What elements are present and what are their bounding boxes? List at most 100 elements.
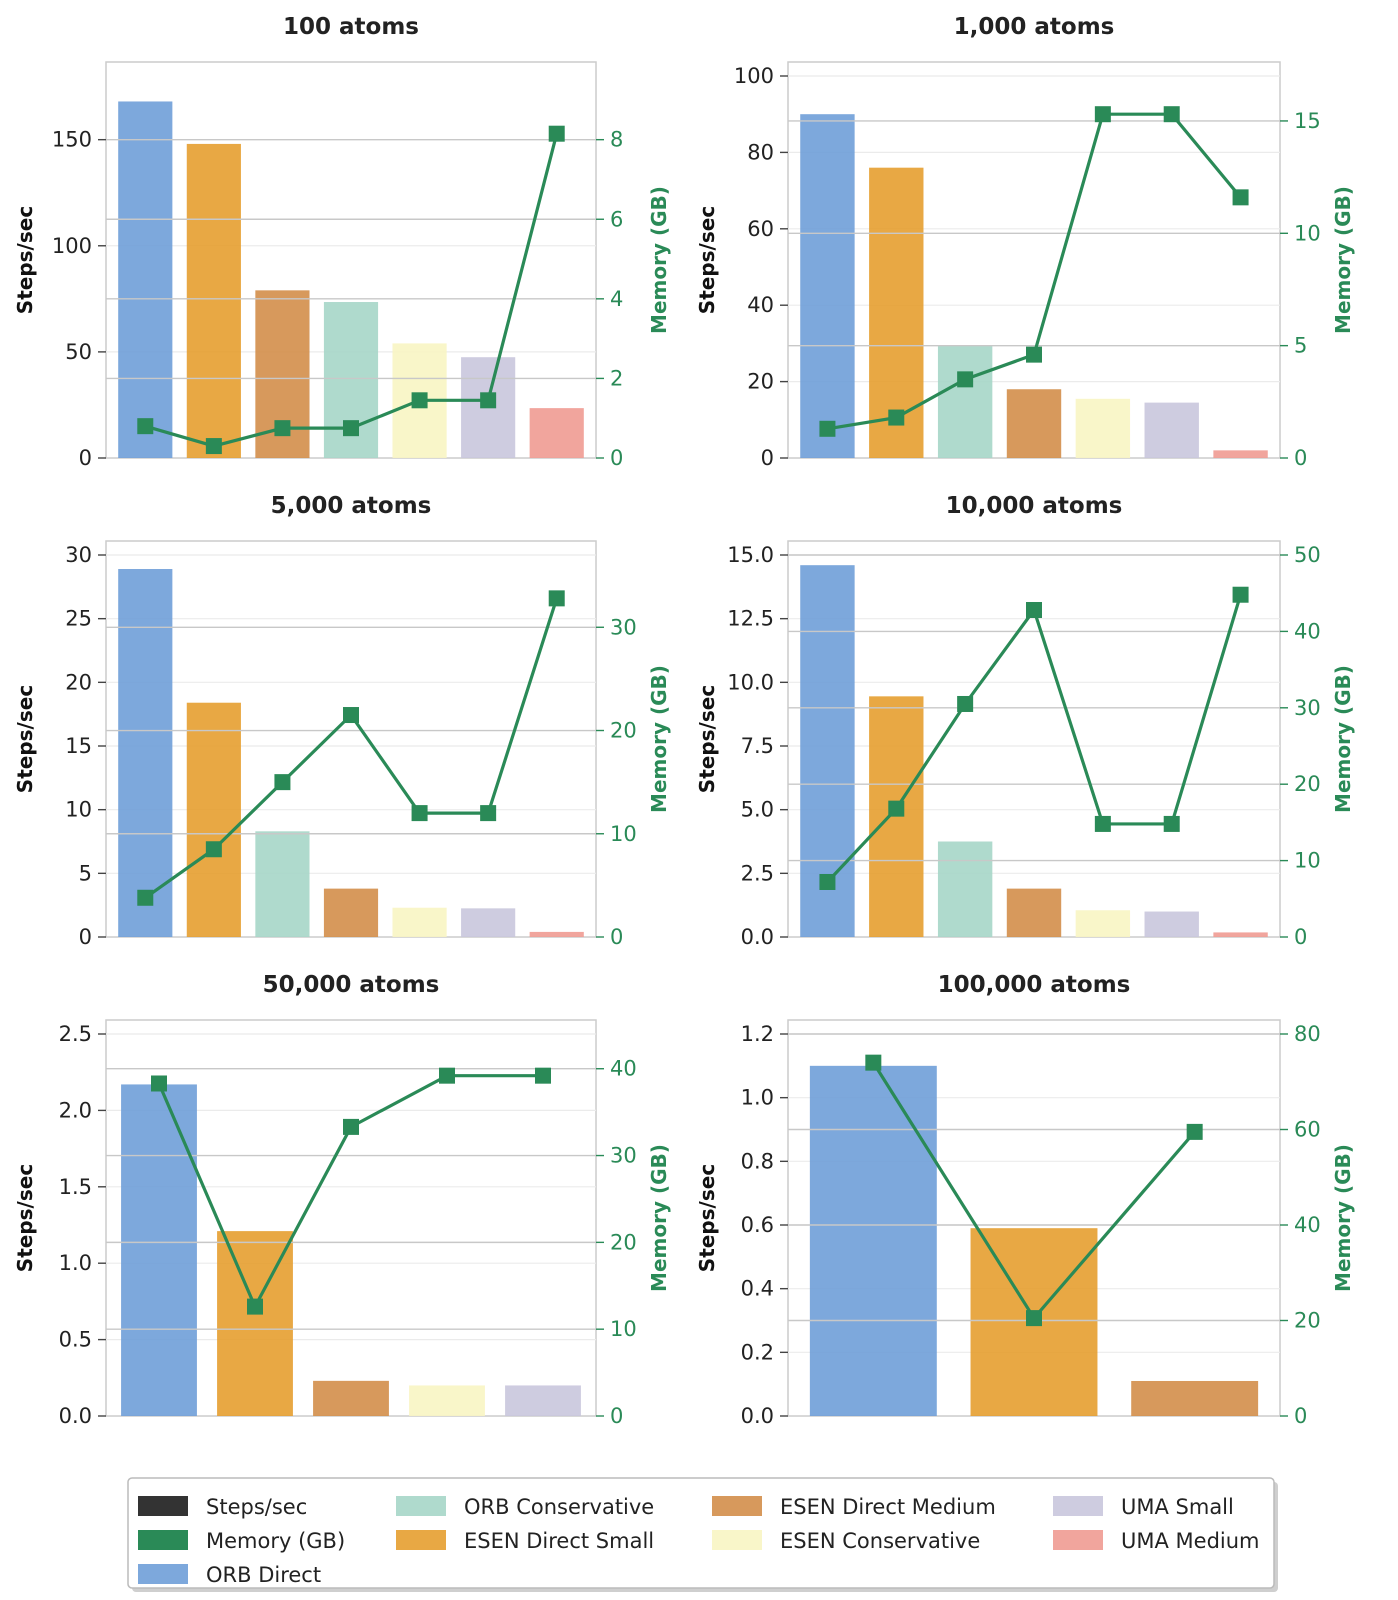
y-tick-label: 0.4 bbox=[741, 1277, 774, 1301]
y-tick-label: 2.5 bbox=[741, 861, 774, 885]
memory-marker bbox=[1026, 1310, 1042, 1327]
bar-esen-direct-small bbox=[186, 702, 241, 937]
y-axis-label: Steps/sec bbox=[13, 206, 37, 314]
y-tick-label: 1.0 bbox=[741, 1086, 774, 1110]
y2-tick-label: 20 bbox=[1294, 772, 1321, 796]
y-tick-label: 20 bbox=[65, 670, 92, 694]
memory-marker bbox=[480, 805, 497, 822]
y-tick-label: 1.2 bbox=[741, 1022, 774, 1046]
memory-marker bbox=[247, 1298, 263, 1315]
memory-marker bbox=[1163, 106, 1180, 123]
y-axis-label: Steps/sec bbox=[695, 1164, 719, 1272]
y2-tick-label: 20 bbox=[1294, 1309, 1321, 1333]
memory-marker bbox=[865, 1054, 882, 1071]
bar-esen-direct-medium bbox=[313, 1380, 389, 1416]
y2-tick-label: 2 bbox=[610, 366, 623, 390]
legend-label: Memory (GB) bbox=[206, 1529, 345, 1553]
y-tick-label: 0 bbox=[761, 446, 774, 470]
memory-marker bbox=[1163, 815, 1180, 832]
memory-marker bbox=[957, 371, 974, 388]
y2-tick-label: 0 bbox=[1294, 925, 1307, 949]
y-tick-label: 0.0 bbox=[741, 1404, 774, 1428]
chart-panel-1: 0 50 100 150 0 2 4 6 8 100 atoms Steps/sec Memory (… bbox=[13, 14, 671, 470]
legend-swatch bbox=[1053, 1496, 1103, 1516]
y-tick-label: 0.5 bbox=[59, 1328, 92, 1352]
y2-tick-label: 8 bbox=[610, 128, 623, 152]
memory-marker bbox=[1026, 602, 1042, 619]
bar-esen-direct-small bbox=[869, 696, 924, 937]
bar-esen-conservative bbox=[1075, 910, 1131, 937]
y-tick-label: 2.0 bbox=[59, 1098, 92, 1122]
bar-uma-medium bbox=[529, 408, 584, 458]
chart-panel-5: 0.0 0.5 1.0 1.5 2.0 2.5 0 10 20 30 40 50,000 atoms S… bbox=[13, 972, 671, 1428]
y2-tick-label: 6 bbox=[610, 207, 623, 231]
panel-title: 100 atoms bbox=[283, 14, 419, 40]
y2-tick-label: 5 bbox=[1294, 334, 1307, 358]
bar-orb-direct bbox=[800, 114, 855, 458]
bar-esen-conservative bbox=[1075, 398, 1131, 458]
y-tick-label: 50 bbox=[65, 340, 92, 364]
memory-marker bbox=[1094, 815, 1111, 832]
bar-esen-direct-small bbox=[186, 143, 241, 458]
memory-marker bbox=[205, 438, 222, 455]
bar-orb-conservative bbox=[937, 841, 993, 937]
y-axis-label: Steps/sec bbox=[695, 685, 719, 793]
y-tick-label: 15.0 bbox=[727, 543, 774, 567]
memory-marker bbox=[137, 889, 154, 906]
bar-orb-direct bbox=[118, 569, 173, 937]
bar-uma-small bbox=[461, 908, 516, 937]
bar-orb-conservative bbox=[255, 831, 310, 937]
y2-tick-label: 30 bbox=[610, 1144, 637, 1168]
y2-axis-label: Memory (GB) bbox=[1331, 665, 1355, 813]
y2-tick-label: 0 bbox=[610, 925, 623, 949]
memory-marker bbox=[1094, 106, 1111, 123]
bar-uma-medium bbox=[529, 931, 584, 937]
y2-tick-label: 80 bbox=[1294, 1022, 1321, 1046]
memory-marker bbox=[137, 418, 154, 435]
bar-uma-small bbox=[505, 1385, 581, 1416]
memory-marker bbox=[957, 695, 974, 712]
legend-swatch bbox=[138, 1530, 188, 1550]
chart-panel-6: 0.0 0.2 0.4 0.6 0.8 1.0 1.2 0 20 40 60 80 100,000 at… bbox=[695, 972, 1355, 1428]
y2-tick-label: 40 bbox=[1294, 619, 1321, 643]
y-tick-label: 100 bbox=[734, 64, 774, 88]
y-tick-label: 0.6 bbox=[741, 1213, 774, 1237]
y-tick-label: 60 bbox=[747, 217, 774, 241]
memory-marker bbox=[1232, 586, 1249, 603]
memory-marker bbox=[888, 409, 905, 426]
memory-marker bbox=[819, 420, 836, 437]
y-tick-label: 20 bbox=[747, 370, 774, 394]
plot-frame bbox=[105, 540, 597, 938]
bar-esen-direct-medium bbox=[1006, 389, 1062, 458]
bar-orb-conservative bbox=[937, 345, 993, 458]
bar-esen-direct-medium bbox=[1131, 1380, 1259, 1416]
y2-axis-label: Memory (GB) bbox=[1331, 186, 1355, 334]
y-tick-label: 5 bbox=[79, 861, 92, 885]
y2-axis-label: Memory (GB) bbox=[1331, 1144, 1355, 1292]
y2-tick-label: 50 bbox=[1294, 543, 1321, 567]
y-tick-label: 150 bbox=[52, 128, 92, 152]
y2-tick-label: 20 bbox=[610, 1230, 637, 1254]
bar-orb-direct bbox=[809, 1065, 937, 1416]
y-axis-label: Steps/sec bbox=[13, 1164, 37, 1272]
y2-tick-label: 40 bbox=[610, 1057, 637, 1081]
memory-marker bbox=[439, 1067, 455, 1084]
bar-uma-medium bbox=[1213, 932, 1268, 937]
chart-panel-3: 0 5 10 15 20 25 30 0 10 20 30 5,000 atoms Steps/sec M… bbox=[13, 493, 671, 949]
memory-marker bbox=[343, 1118, 359, 1135]
memory-marker bbox=[151, 1075, 167, 1092]
y-tick-label: 80 bbox=[747, 140, 774, 164]
bar-uma-medium bbox=[1213, 450, 1268, 458]
legend-swatch bbox=[712, 1496, 762, 1516]
memory-marker bbox=[411, 805, 428, 822]
memory-marker bbox=[1186, 1123, 1203, 1140]
y-tick-label: 100 bbox=[52, 234, 92, 258]
panel-title: 5,000 atoms bbox=[271, 493, 432, 519]
memory-marker bbox=[480, 392, 497, 409]
panel-title: 50,000 atoms bbox=[263, 972, 440, 998]
panel-title: 1,000 atoms bbox=[954, 14, 1115, 40]
y-tick-label: 7.5 bbox=[741, 734, 774, 758]
memory-marker bbox=[535, 1067, 551, 1084]
legend-label: UMA Medium bbox=[1121, 1529, 1260, 1553]
